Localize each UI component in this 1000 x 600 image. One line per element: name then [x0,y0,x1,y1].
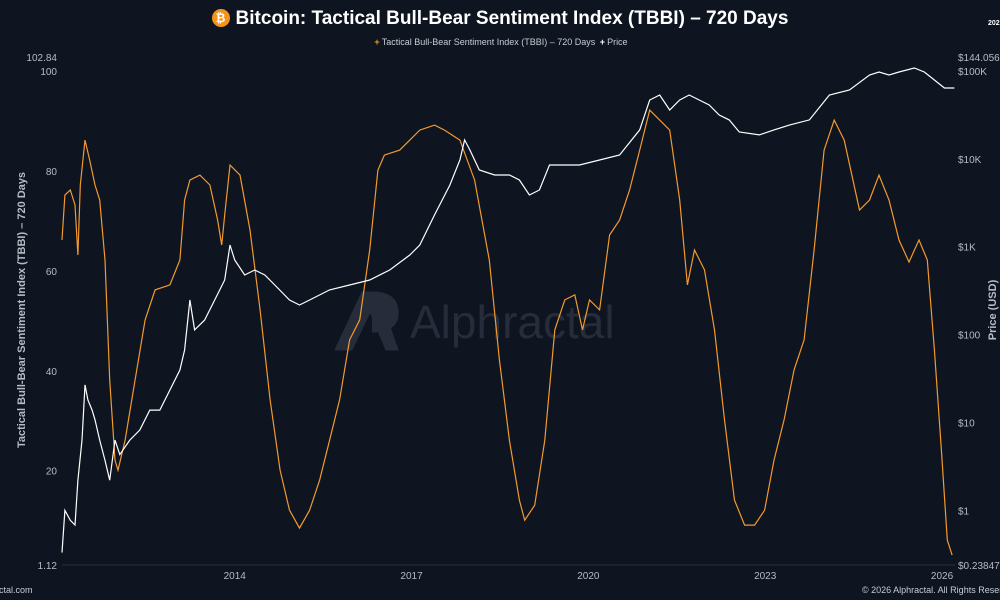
series-line-tbbi [61,108,953,556]
y-right-tick-label: $100 [958,331,981,342]
y-right-tick-label: $144.056K [958,53,1000,64]
x-tick-label: 2020 [577,571,600,582]
y-right-axis-title: Price (USD) [987,279,999,340]
y-left-axis-title: Tactical Bull-Bear Sentiment Index (TBBI… [16,172,28,448]
y-right-tick-label: $10 [958,418,975,429]
legend-item-price[interactable]: Price [607,37,628,47]
legend-marker-tbbi: + [374,37,380,47]
y-right-tick-label: $1K [958,243,976,254]
bitcoin-icon: ₿ [211,9,230,27]
legend-item-tbbi[interactable]: Tactical Bull-Bear Sentiment Index (TBBI… [381,37,596,47]
y-right-tick-label: $1 [958,506,970,517]
series-line-price [61,67,955,553]
x-tick-label: 2026 [931,571,954,582]
y-left-tick-label: 80 [46,167,58,178]
footer-copyright: © 2026 Alphractal. All Rights Reserved. [862,585,1000,595]
corner-label: 202 [988,20,1000,27]
y-left-tick-label: 102.84 [26,53,57,64]
x-tick-label: 2017 [400,571,423,582]
y-right-tick-label: $0.23847 [958,561,1000,572]
y-left-tick-label: 100 [40,67,57,78]
legend-marker-price: + [599,37,606,47]
y-left-tick-label: 60 [46,267,58,278]
watermark-logo-icon [334,291,399,351]
y-left-tick-label: 20 [46,467,58,478]
chart-title: ₿ Bitcoin: Tactical Bull-Bear Sentiment I… [0,8,1000,30]
footer-website[interactable]: alphractal.com [0,585,33,595]
legend[interactable]: + Tactical Bull-Bear Sentiment Index (TBB… [0,37,1000,47]
x-tick-label: 2014 [224,571,247,582]
y-left-tick-label: 40 [46,367,58,378]
y-right-tick-label: $100K [958,67,987,78]
x-tick-label: 2023 [754,571,777,582]
y-left-tick-label: 1.12 [38,561,58,572]
y-right-tick-label: $10K [958,155,982,166]
